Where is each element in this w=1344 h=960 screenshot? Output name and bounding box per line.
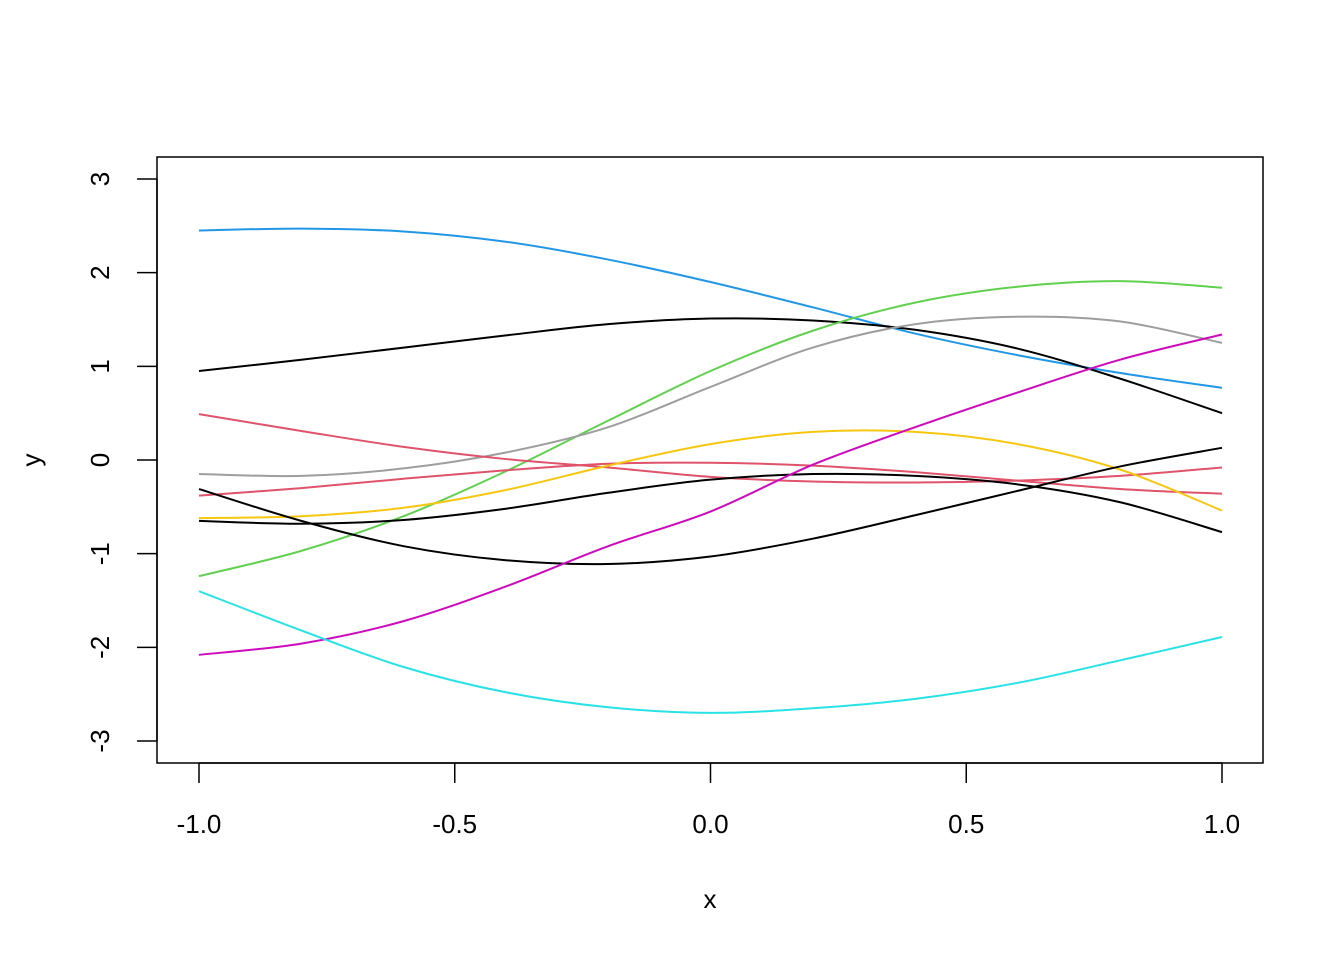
- y-tick-label: 2: [85, 265, 115, 279]
- series-line-5: [198, 413, 1223, 484]
- y-tick-label: 1: [85, 359, 115, 373]
- series-layer: [198, 227, 1223, 714]
- x-axis: -1.0 -0.5 0.0 0.5 1.0: [177, 762, 1240, 839]
- y-tick-label: 3: [85, 172, 115, 186]
- y-tick-label: 0: [85, 453, 115, 467]
- y-tick-label: -2: [85, 636, 115, 659]
- y-axis-title: y: [16, 454, 46, 467]
- series-line-7: [198, 429, 1223, 520]
- series-line-3: [198, 280, 1223, 578]
- series-line-2: [198, 317, 1223, 415]
- y-axis: -3 -2 -1 0 1 2 3: [85, 172, 158, 753]
- y-tick-label: -3: [85, 729, 115, 752]
- series-line-8: [198, 472, 1223, 534]
- x-tick-label: 1.0: [1204, 809, 1240, 839]
- series-line-4: [198, 315, 1223, 478]
- series-line-11: [198, 590, 1223, 714]
- series-line-10: [198, 333, 1223, 656]
- x-axis-title: x: [704, 884, 717, 914]
- x-tick-label: 0.5: [948, 809, 984, 839]
- series-line-1: [198, 227, 1223, 389]
- x-tick-label: -1.0: [177, 809, 222, 839]
- y-tick-label: -1: [85, 542, 115, 565]
- x-tick-label: -0.5: [432, 809, 477, 839]
- series-line-9: [198, 446, 1223, 566]
- x-tick-label: 0.0: [692, 809, 728, 839]
